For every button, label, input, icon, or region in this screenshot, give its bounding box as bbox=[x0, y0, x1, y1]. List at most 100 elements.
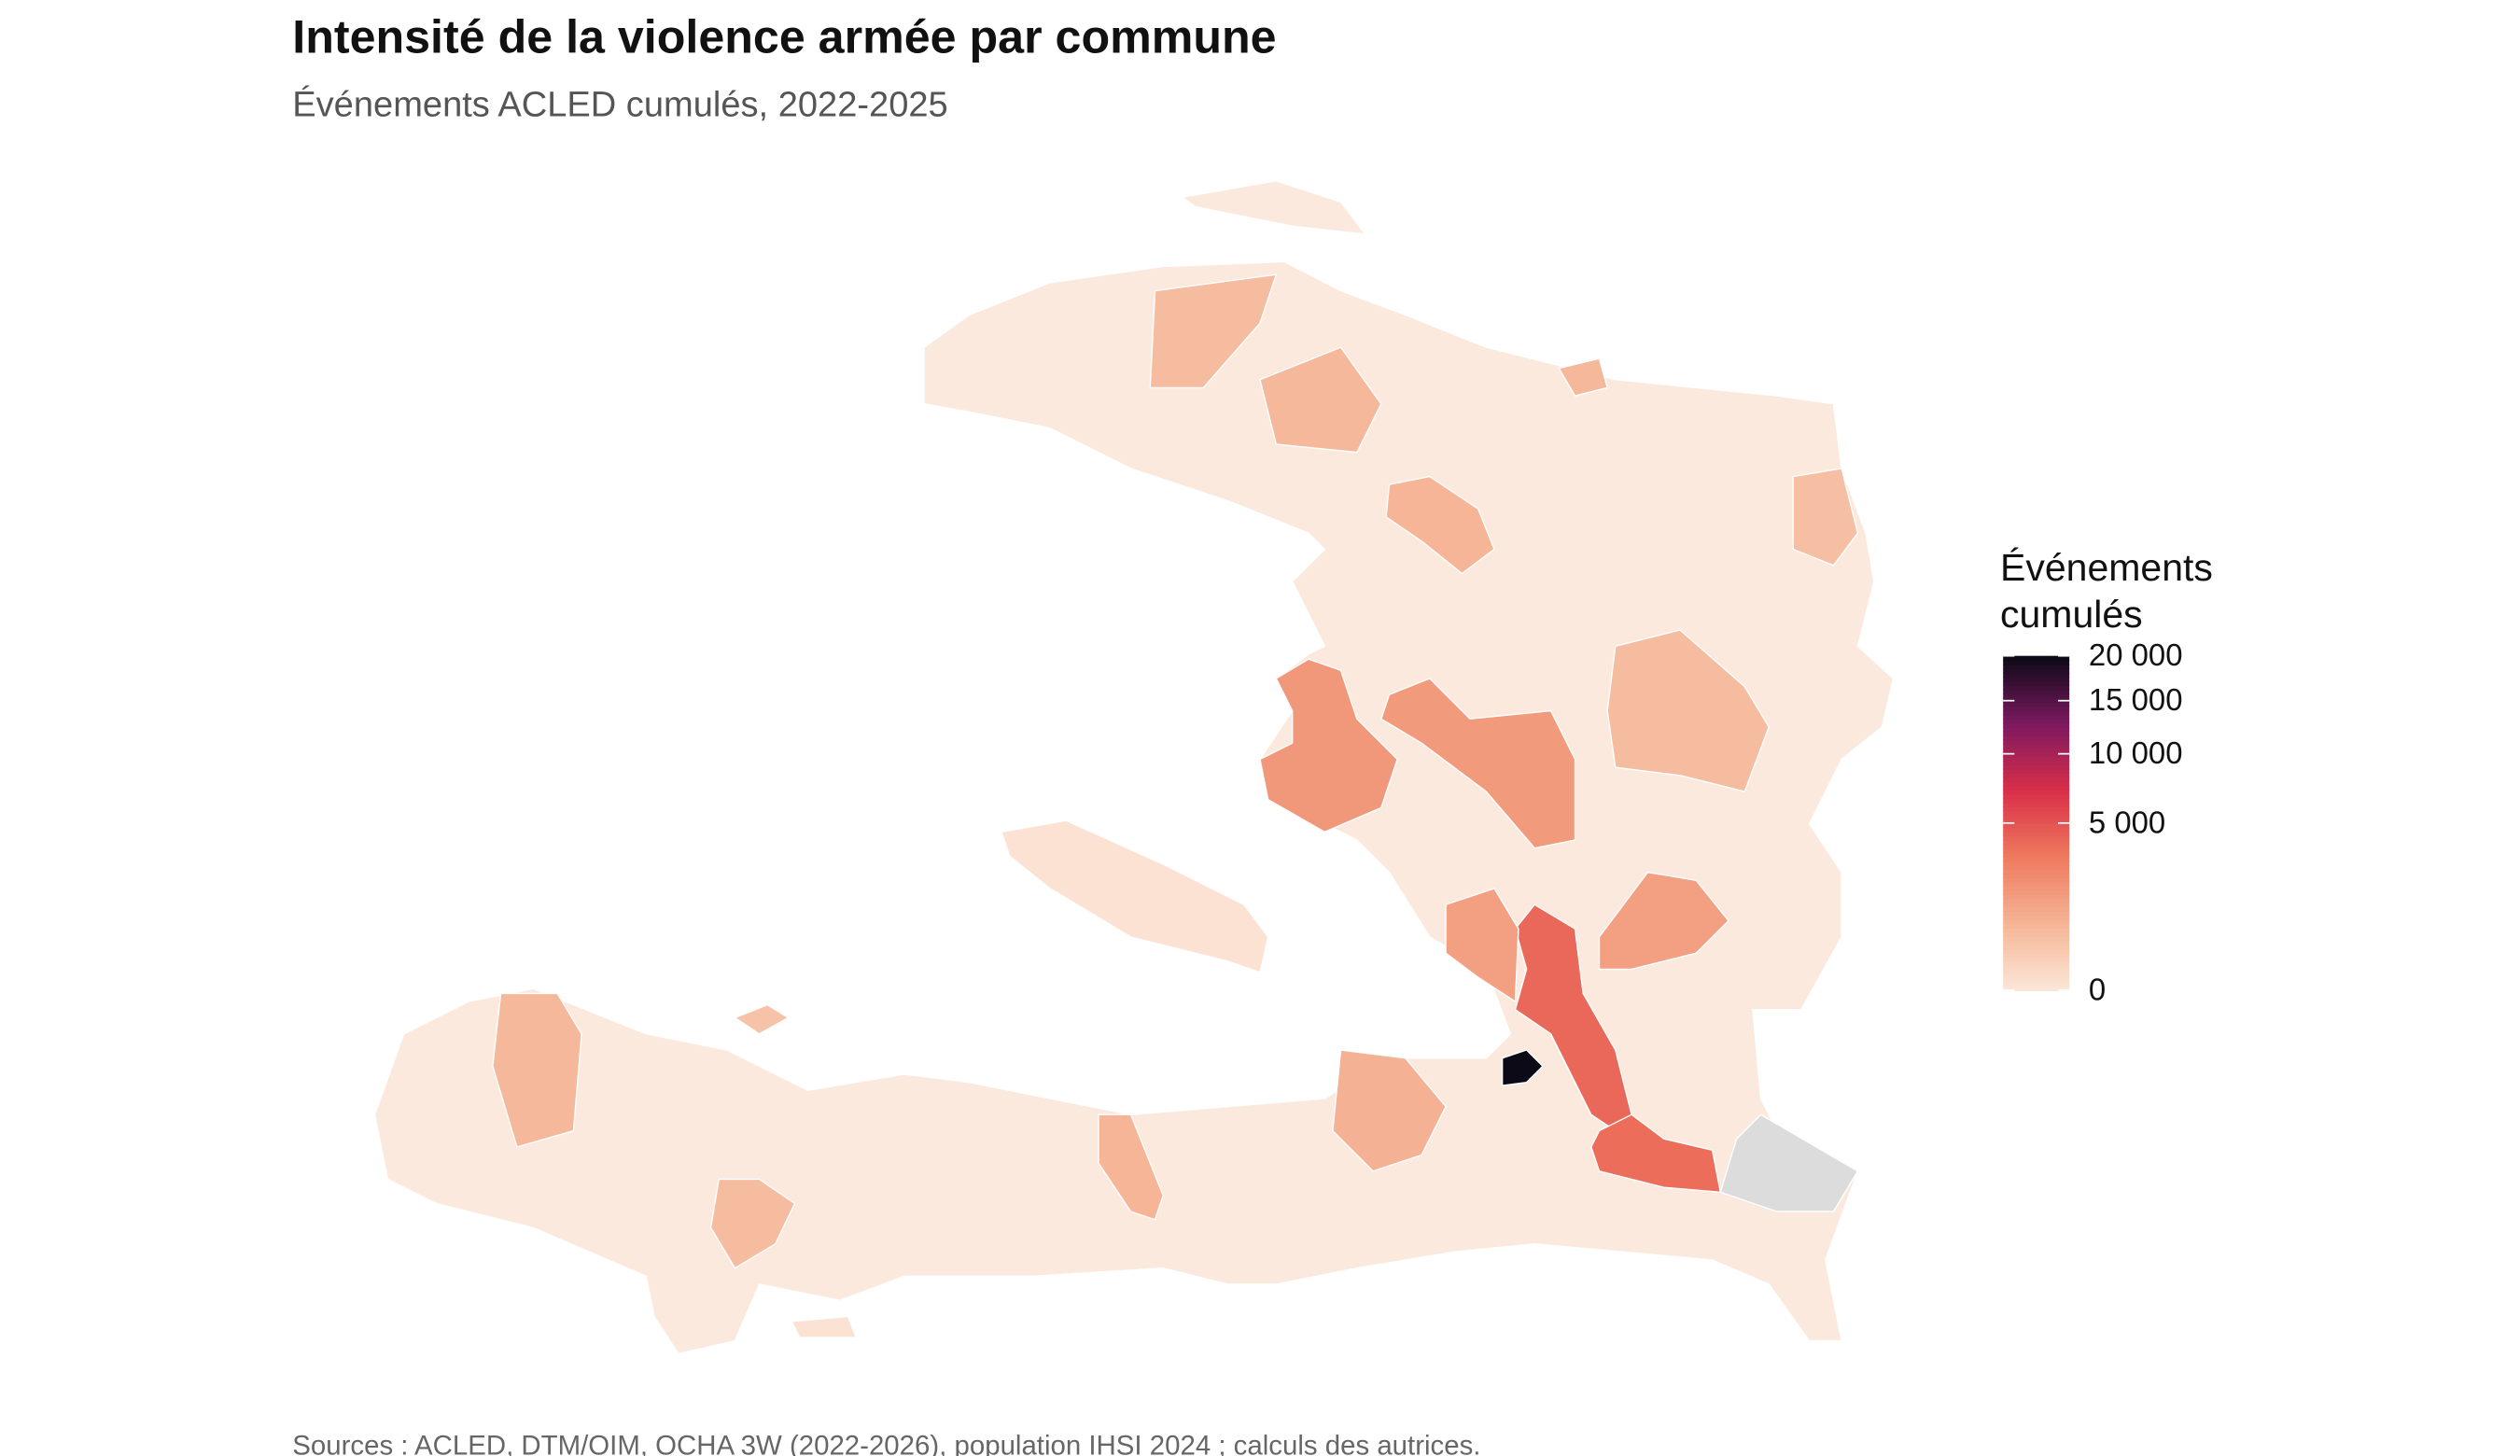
colorbar-segment bbox=[2003, 986, 2070, 992]
island bbox=[791, 1315, 858, 1338]
colorbar-segment bbox=[2003, 864, 2070, 871]
colorbar-segment bbox=[2003, 918, 2070, 925]
colorbar-segment bbox=[2003, 668, 2070, 674]
colorbar-segment bbox=[2003, 827, 2070, 833]
colorbar-segment bbox=[2003, 751, 2070, 758]
commune bbox=[1598, 871, 1729, 971]
colorbar-segment bbox=[2003, 940, 2070, 945]
colorbar-segment bbox=[2003, 886, 2070, 891]
colorbar-segment bbox=[2003, 773, 2070, 778]
colorbar-segment bbox=[2003, 756, 2070, 762]
colorbar-segment bbox=[2003, 893, 2070, 900]
colorbar-segment bbox=[2003, 714, 2070, 720]
colorbar-segment bbox=[2003, 847, 2070, 854]
colorbar-segment bbox=[2003, 677, 2070, 682]
colorbar-segment bbox=[2003, 927, 2070, 933]
colorbar-segment bbox=[2003, 819, 2070, 824]
colorbar-segment bbox=[2003, 965, 2070, 971]
colorbar-segment bbox=[2003, 952, 2070, 959]
colorbar-segment bbox=[2003, 781, 2070, 787]
colorbar-segment bbox=[2003, 856, 2070, 862]
colorbar-segment bbox=[2003, 889, 2070, 896]
colorbar-segment bbox=[2003, 797, 2070, 804]
commune bbox=[1445, 888, 1519, 1002]
colorbar-segment bbox=[2003, 685, 2070, 691]
colorbar-segment bbox=[2003, 802, 2070, 807]
map bbox=[373, 180, 1895, 1355]
colorbar-segment bbox=[2003, 790, 2070, 795]
colorbar-segment bbox=[2003, 743, 2070, 749]
colorbar-segment bbox=[2003, 852, 2070, 858]
legend-tick-label: 10 000 bbox=[2089, 735, 2183, 770]
colorbar-segment bbox=[2003, 768, 2070, 775]
colorbar-segment bbox=[2003, 957, 2070, 962]
colorbar-segment bbox=[2003, 739, 2070, 745]
commune bbox=[1558, 357, 1608, 397]
colorbar-segment bbox=[2003, 655, 2070, 662]
caption: Sources : ACLED, DTM/OIM, OCHA 3W (2022-… bbox=[292, 1431, 1480, 1456]
colorbar-segment bbox=[2003, 935, 2070, 942]
colorbar-segment bbox=[2003, 760, 2070, 766]
commune bbox=[709, 1178, 796, 1269]
commune bbox=[1501, 1049, 1544, 1086]
colorbar-segment bbox=[2003, 701, 2070, 707]
colorbar-segment bbox=[2003, 793, 2070, 800]
colorbar-segment bbox=[2003, 672, 2070, 679]
colorbar-segment bbox=[2003, 689, 2070, 695]
colorbar-segment bbox=[2003, 910, 2070, 917]
legend-title: Événements cumulés bbox=[2000, 546, 2213, 636]
colorbar-segment bbox=[2003, 764, 2070, 770]
island bbox=[1182, 180, 1366, 235]
colorbar-segment bbox=[2003, 777, 2070, 783]
colorbar-segment bbox=[2003, 906, 2070, 912]
colorbar-segment bbox=[2003, 706, 2070, 711]
colorbar-segment bbox=[2003, 948, 2070, 954]
legend-tick-label: 20 000 bbox=[2089, 637, 2183, 672]
colorbar-segment bbox=[2003, 931, 2070, 937]
colorbar-segment bbox=[2003, 718, 2070, 724]
commune bbox=[1098, 1113, 1164, 1221]
commune bbox=[1385, 475, 1495, 575]
colorbar-segment bbox=[2003, 697, 2070, 704]
colorbar-segment bbox=[2003, 735, 2070, 741]
colorbar-segment bbox=[2003, 726, 2070, 733]
commune bbox=[1259, 346, 1382, 454]
colorbar-segment bbox=[2003, 785, 2070, 791]
commune bbox=[1149, 273, 1278, 389]
colorbar-segment bbox=[2003, 982, 2070, 987]
colorbar-segment bbox=[2003, 805, 2070, 812]
legend-tick-label: 5 000 bbox=[2089, 805, 2165, 839]
colorbar-segment bbox=[2003, 839, 2070, 846]
colorbar-segment bbox=[2003, 969, 2070, 975]
colorbar: 0 5 000 10 000 15 000 20 000 bbox=[2003, 637, 2182, 1006]
island bbox=[1001, 819, 1269, 973]
colorbar-segment bbox=[2003, 898, 2070, 903]
colorbar-segment bbox=[2003, 814, 2070, 820]
colorbar-segment bbox=[2003, 869, 2070, 875]
colorbar-segment bbox=[2003, 977, 2070, 984]
commune bbox=[1590, 1113, 1721, 1194]
colorbar-segment bbox=[2003, 680, 2070, 687]
colorbar-segment bbox=[2003, 822, 2070, 829]
colorbar-segment bbox=[2003, 915, 2070, 920]
colorbar-segment bbox=[2003, 861, 2070, 866]
colorbar-segment bbox=[2003, 693, 2070, 699]
commune bbox=[1792, 468, 1859, 567]
colorbar-segment bbox=[2003, 664, 2070, 670]
legend-tick-label: 15 000 bbox=[2089, 682, 2183, 717]
colorbar-segment bbox=[2003, 810, 2070, 816]
colorbar-segment bbox=[2003, 835, 2070, 841]
colorbar-segment bbox=[2003, 709, 2070, 716]
colorbar-segment bbox=[2003, 902, 2070, 908]
colorbar-segment bbox=[2003, 960, 2070, 967]
colorbar-segment bbox=[2003, 881, 2070, 888]
commune bbox=[1259, 658, 1398, 833]
chart-title: Intensité de la violence armée par commu… bbox=[292, 11, 1276, 63]
colorbar-segment bbox=[2003, 923, 2070, 929]
colorbar-segment bbox=[2003, 748, 2070, 753]
colorbar-segment bbox=[2003, 877, 2070, 883]
commune bbox=[1332, 1049, 1447, 1172]
commune bbox=[1380, 678, 1576, 849]
